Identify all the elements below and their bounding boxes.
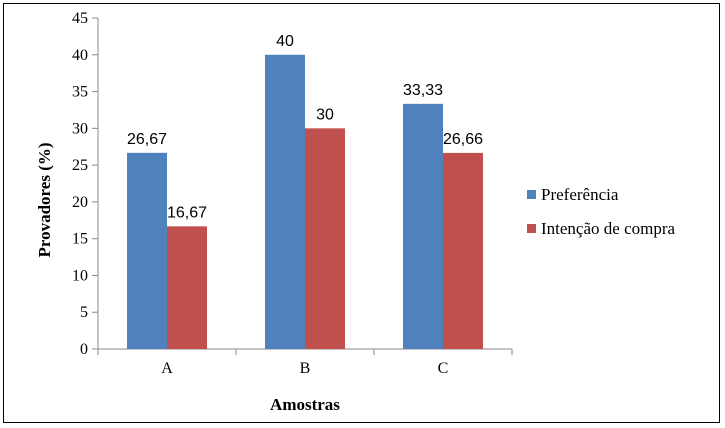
x-tick-label: A: [161, 360, 173, 377]
x-tick-label: C: [438, 360, 449, 377]
data-label: 26,67: [127, 131, 167, 148]
bar: [403, 103, 443, 350]
bar: [265, 54, 305, 350]
data-label: 33,33: [403, 82, 443, 99]
legend-label: Preferência: [541, 185, 619, 204]
data-label: 30: [316, 106, 334, 123]
x-axis: A B C: [97, 348, 513, 377]
y-tick-label: 20: [72, 194, 88, 211]
bar: [127, 152, 167, 349]
y-axis: 0 5 10 15 20 25 30 35 40 45: [72, 10, 99, 358]
y-tick-label: 10: [72, 267, 88, 284]
x-axis-title: Amostras: [270, 395, 340, 414]
bar: [443, 152, 483, 349]
y-tick-label: 0: [80, 341, 88, 358]
data-label: 16,67: [167, 204, 207, 221]
y-tick-label: 40: [72, 47, 88, 64]
y-tick-label: 15: [72, 231, 88, 248]
legend-swatch: [527, 224, 536, 233]
y-axis-title: Provadores (%): [35, 142, 54, 257]
y-tick-label: 30: [72, 120, 88, 137]
bar: [167, 226, 207, 349]
y-tick-label: 5: [80, 304, 88, 321]
legend-swatch: [527, 190, 536, 199]
data-label: 26,66: [443, 131, 483, 148]
bars: [127, 54, 483, 350]
data-labels: 26,67 40 33,33 16,67 30 26,66: [127, 33, 483, 222]
y-tick-label: 25: [72, 157, 88, 174]
legend-label: Intenção de compra: [541, 219, 675, 238]
x-tick-label: B: [300, 360, 311, 377]
chart-frame: [3, 3, 720, 423]
y-tick-label: 45: [72, 10, 88, 27]
y-tick-label: 35: [72, 84, 88, 101]
data-label: 40: [276, 33, 294, 50]
bar: [305, 128, 345, 349]
legend: Preferência Intenção de compra: [527, 185, 675, 238]
